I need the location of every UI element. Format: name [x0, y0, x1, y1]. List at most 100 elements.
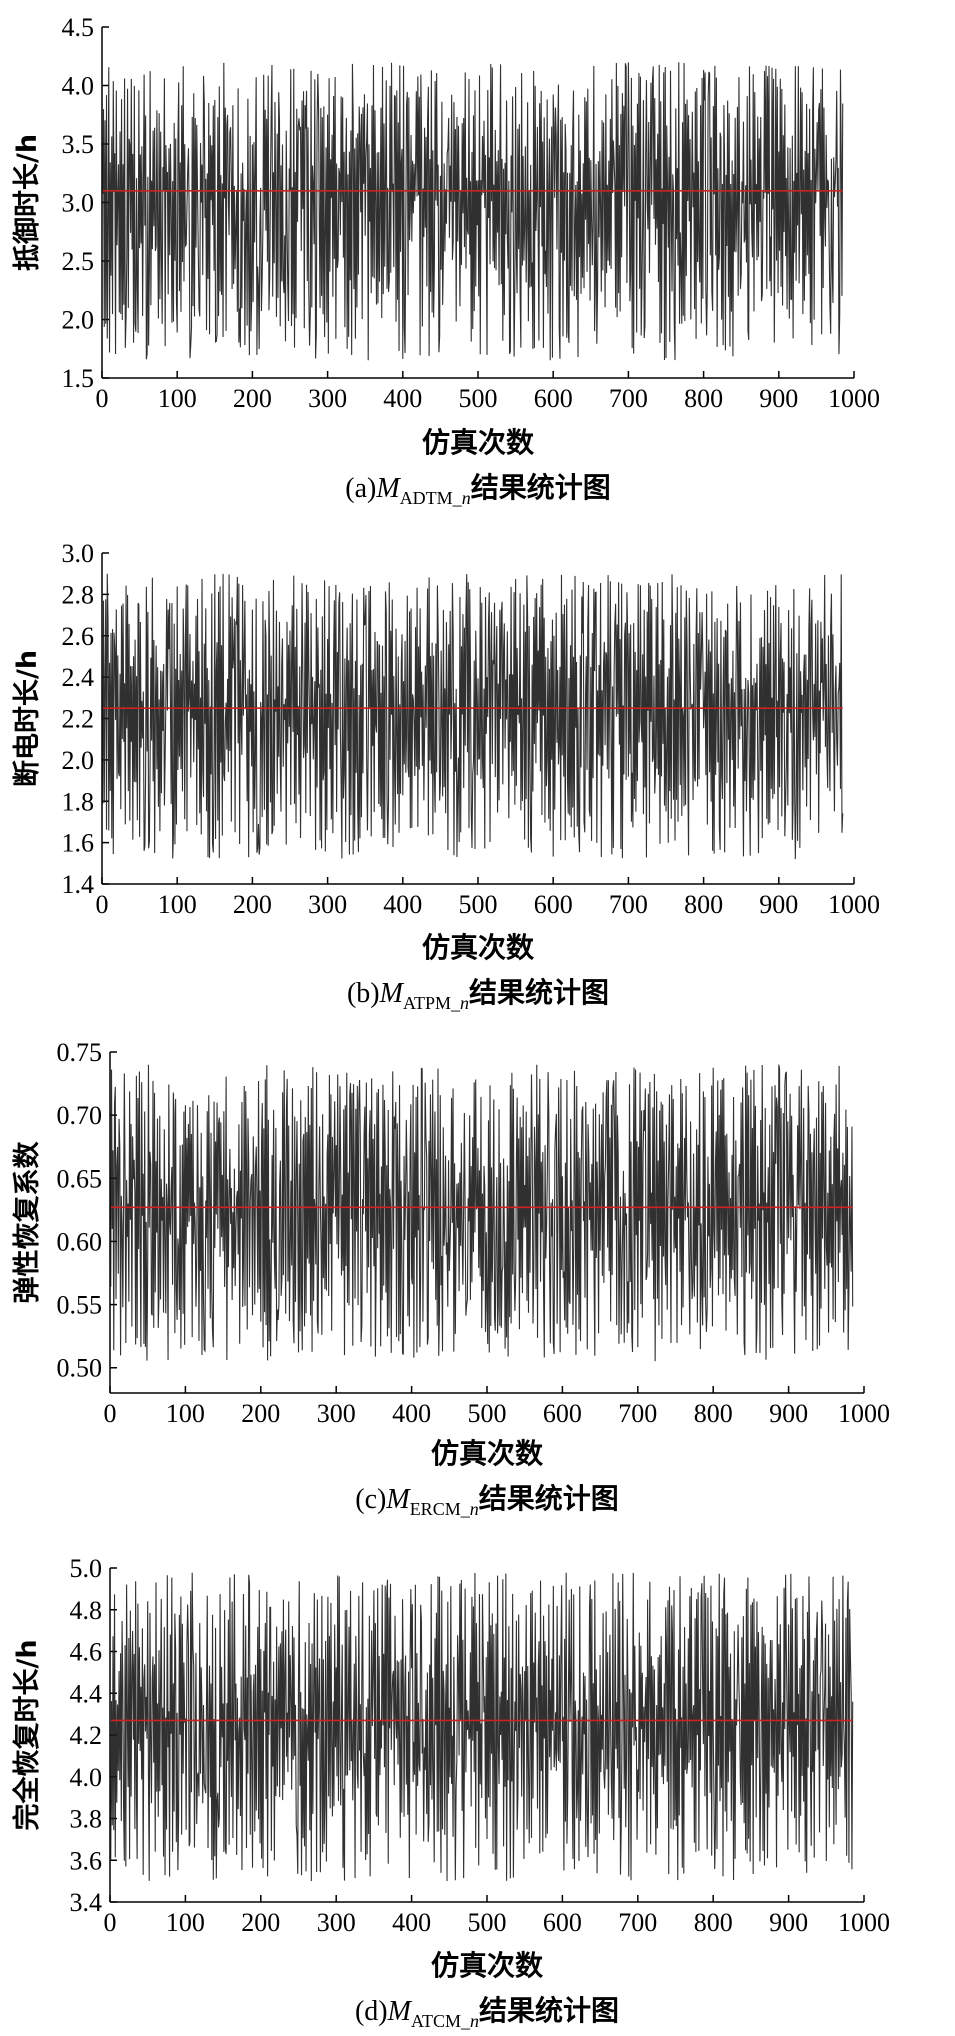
y-tick-label: 3.0 — [62, 539, 95, 568]
y-tick-label: 4.0 — [62, 72, 95, 101]
y-tick-label: 3.6 — [70, 1846, 103, 1875]
caption-subscript-n: n — [460, 993, 469, 1013]
panel-caption: (d)MATCM_n结果统计图 — [355, 1994, 619, 2031]
x-axis-label: 仿真次数 — [431, 1437, 544, 1470]
y-tick-label: 4.2 — [70, 1721, 103, 1750]
caption-subscript: ATCM_ — [411, 2011, 471, 2031]
y-tick-label: 1.8 — [62, 787, 95, 816]
caption-var: M — [379, 978, 405, 1009]
x-tick-label: 700 — [609, 890, 648, 919]
caption-subscript-n: n — [470, 2011, 479, 2031]
caption-prefix: (c) — [355, 1484, 386, 1515]
x-tick-label: 0 — [104, 1399, 117, 1428]
caption-var: M — [375, 473, 401, 504]
x-tick-label: 400 — [392, 1908, 431, 1937]
x-tick-label: 800 — [694, 1399, 733, 1428]
caption-suffix: 结果统计图 — [471, 471, 611, 504]
caption-prefix: (b) — [347, 978, 380, 1009]
x-tick-label: 700 — [618, 1908, 657, 1937]
x-axis-label: 仿真次数 — [422, 931, 535, 964]
panel-b: 0 100 200 300 400 500 600 700 800 900 1000 1.4 1.6 1.… — [12, 539, 880, 1013]
x-tick-label: 400 — [383, 384, 422, 413]
x-tick-label: 1000 — [838, 1908, 890, 1937]
x-tick-label: 1000 — [838, 1399, 890, 1428]
series-line — [102, 573, 844, 860]
x-tick-label: 500 — [468, 1908, 507, 1937]
y-tick-label: 1.4 — [62, 870, 95, 899]
x-tick-label: 1000 — [828, 384, 880, 413]
y-tick-label: 1.6 — [62, 829, 95, 858]
x-tick-label: 700 — [609, 384, 648, 413]
x-tick-label: 500 — [459, 384, 498, 413]
x-axis-label: 仿真次数 — [431, 1949, 544, 1982]
x-tick-label: 200 — [233, 890, 272, 919]
caption-suffix: 结果统计图 — [469, 976, 609, 1009]
x-tick-label: 300 — [308, 890, 347, 919]
series-line — [110, 1572, 854, 1882]
x-tick-label: 800 — [694, 1908, 733, 1937]
x-tick-label: 900 — [759, 890, 798, 919]
x-tick-label: 900 — [769, 1908, 808, 1937]
x-tick-label: 600 — [534, 890, 573, 919]
y-tick-label: 1.5 — [62, 364, 95, 393]
y-tick-label: 4.8 — [70, 1596, 103, 1625]
x-tick-label: 800 — [684, 384, 723, 413]
x-tick-label: 200 — [241, 1908, 280, 1937]
y-tick-label: 2.2 — [62, 705, 95, 734]
panel-c: 0 100 200 300 400 500 600 700 800 900 1000 0.50 0.55… — [12, 1038, 890, 1519]
y-tick-label: 2.5 — [62, 247, 95, 276]
x-tick-label: 500 — [459, 890, 498, 919]
y-tick-label: 4.0 — [70, 1763, 103, 1792]
x-tick-label: 0 — [96, 890, 109, 919]
y-tick-label: 5.0 — [70, 1554, 103, 1583]
x-tick-label: 300 — [317, 1399, 356, 1428]
panel-caption: (b)MATPM_n结果统计图 — [347, 976, 609, 1013]
caption-subscript: ERCM_ — [410, 1499, 471, 1519]
caption-suffix: 结果统计图 — [479, 1994, 619, 2027]
x-tick-label: 400 — [392, 1399, 431, 1428]
caption-var: M — [385, 1484, 411, 1515]
y-tick-label: 2.8 — [62, 580, 95, 609]
y-tick-label: 0.75 — [57, 1038, 103, 1067]
caption-subscript-n: n — [470, 1499, 479, 1519]
y-tick-label: 0.65 — [57, 1164, 103, 1193]
x-tick-label: 100 — [158, 384, 197, 413]
x-tick-label: 600 — [543, 1399, 582, 1428]
y-axis-label: 完全恢复时长/h — [11, 1639, 43, 1830]
caption-subscript-n: n — [462, 488, 471, 508]
y-tick-label: 3.0 — [62, 189, 95, 218]
y-tick-label: 2.0 — [62, 746, 95, 775]
series-line — [102, 62, 844, 361]
y-tick-label: 3.5 — [62, 130, 95, 159]
y-tick-label: 4.5 — [62, 13, 95, 42]
x-tick-label: 600 — [543, 1908, 582, 1937]
caption-suffix: 结果统计图 — [479, 1482, 619, 1515]
y-tick-label: 3.8 — [70, 1805, 103, 1834]
x-tick-label: 200 — [241, 1399, 280, 1428]
x-tick-label: 900 — [769, 1399, 808, 1428]
x-tick-label: 300 — [308, 384, 347, 413]
x-axis-label: 仿真次数 — [422, 426, 535, 459]
y-axis-label: 断电时长/h — [12, 650, 43, 787]
caption-subscript: ADTM_ — [400, 488, 463, 508]
caption-subscript: ATPM_ — [403, 993, 461, 1013]
x-tick-label: 1000 — [828, 890, 880, 919]
series-line — [110, 1064, 854, 1362]
x-tick-label: 100 — [158, 890, 197, 919]
y-axis-label: 弹性恢复系数 — [12, 1141, 43, 1304]
y-tick-label: 0.70 — [57, 1101, 103, 1130]
x-tick-label: 700 — [618, 1399, 657, 1428]
x-tick-label: 100 — [166, 1908, 205, 1937]
caption-var: M — [387, 1996, 413, 2027]
x-tick-label: 500 — [468, 1399, 507, 1428]
y-tick-label: 4.6 — [70, 1638, 103, 1667]
x-tick-label: 0 — [96, 384, 109, 413]
y-tick-label: 4.4 — [70, 1679, 103, 1708]
x-tick-label: 300 — [317, 1908, 356, 1937]
panel-d: 0 100 200 300 400 500 600 700 800 900 1000 3.4 3.6 3.… — [11, 1554, 890, 2031]
y-tick-label: 0.60 — [57, 1227, 103, 1256]
panel-caption: (a)MADTM_n结果统计图 — [345, 471, 610, 508]
y-axis-label: 抵御时长/h — [12, 134, 43, 271]
y-tick-label: 2.4 — [62, 663, 95, 692]
